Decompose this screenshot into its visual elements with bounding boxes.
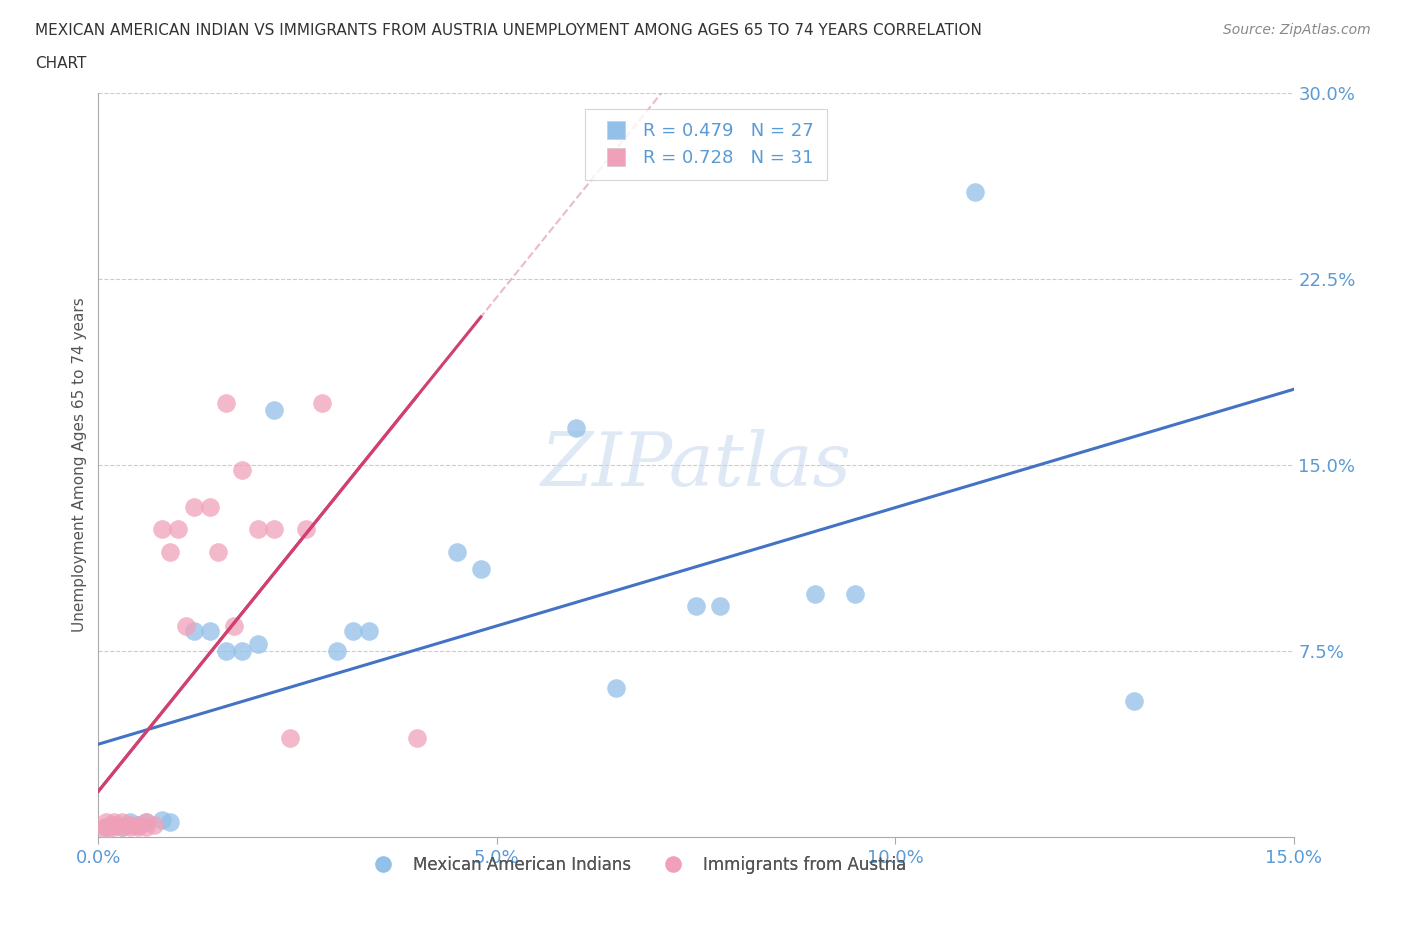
Text: CHART: CHART xyxy=(35,56,87,71)
Point xyxy=(183,499,205,514)
Point xyxy=(167,522,190,537)
Point xyxy=(844,587,866,602)
Legend: Mexican American Indians, Immigrants from Austria: Mexican American Indians, Immigrants fro… xyxy=(360,849,912,881)
Point xyxy=(150,522,173,537)
Point xyxy=(207,544,229,559)
Point xyxy=(1123,693,1146,708)
Point xyxy=(198,624,221,639)
Point xyxy=(103,817,125,832)
Text: Source: ZipAtlas.com: Source: ZipAtlas.com xyxy=(1223,23,1371,37)
Point xyxy=(342,624,364,639)
Point xyxy=(246,522,269,537)
Point xyxy=(150,812,173,827)
Point xyxy=(804,587,827,602)
Point xyxy=(96,819,118,834)
Point xyxy=(135,819,157,834)
Point xyxy=(135,815,157,830)
Point xyxy=(103,817,125,832)
Point xyxy=(231,462,253,477)
Point xyxy=(231,644,253,658)
Point xyxy=(605,681,627,696)
Point xyxy=(143,817,166,832)
Point xyxy=(963,185,986,200)
Point xyxy=(709,599,731,614)
Point xyxy=(103,819,125,834)
Point xyxy=(215,395,238,410)
Point xyxy=(120,819,142,834)
Point xyxy=(159,544,181,559)
Point xyxy=(96,815,118,830)
Point xyxy=(111,819,134,834)
Point xyxy=(565,420,588,435)
Point xyxy=(111,815,134,830)
Point xyxy=(263,403,285,418)
Point xyxy=(103,815,125,830)
Point xyxy=(685,599,707,614)
Point xyxy=(96,822,118,837)
Point xyxy=(127,819,149,834)
Point xyxy=(326,644,349,658)
Text: MEXICAN AMERICAN INDIAN VS IMMIGRANTS FROM AUSTRIA UNEMPLOYMENT AMONG AGES 65 TO: MEXICAN AMERICAN INDIAN VS IMMIGRANTS FR… xyxy=(35,23,981,38)
Text: ZIPatlas: ZIPatlas xyxy=(540,429,852,501)
Point xyxy=(246,636,269,651)
Y-axis label: Unemployment Among Ages 65 to 74 years: Unemployment Among Ages 65 to 74 years xyxy=(72,298,87,632)
Point xyxy=(135,815,157,830)
Point xyxy=(222,618,245,633)
Point xyxy=(263,522,285,537)
Point xyxy=(174,618,197,633)
Point xyxy=(183,624,205,639)
Point xyxy=(470,562,492,577)
Point xyxy=(96,819,118,834)
Point xyxy=(406,730,429,745)
Point xyxy=(198,499,221,514)
Point xyxy=(311,395,333,410)
Point xyxy=(278,730,301,745)
Point xyxy=(120,815,142,830)
Point xyxy=(120,817,142,832)
Point xyxy=(294,522,316,537)
Point xyxy=(446,544,468,559)
Point xyxy=(359,624,381,639)
Point xyxy=(215,644,238,658)
Point xyxy=(159,815,181,830)
Point xyxy=(111,819,134,834)
Point xyxy=(127,817,149,832)
Point xyxy=(127,817,149,832)
